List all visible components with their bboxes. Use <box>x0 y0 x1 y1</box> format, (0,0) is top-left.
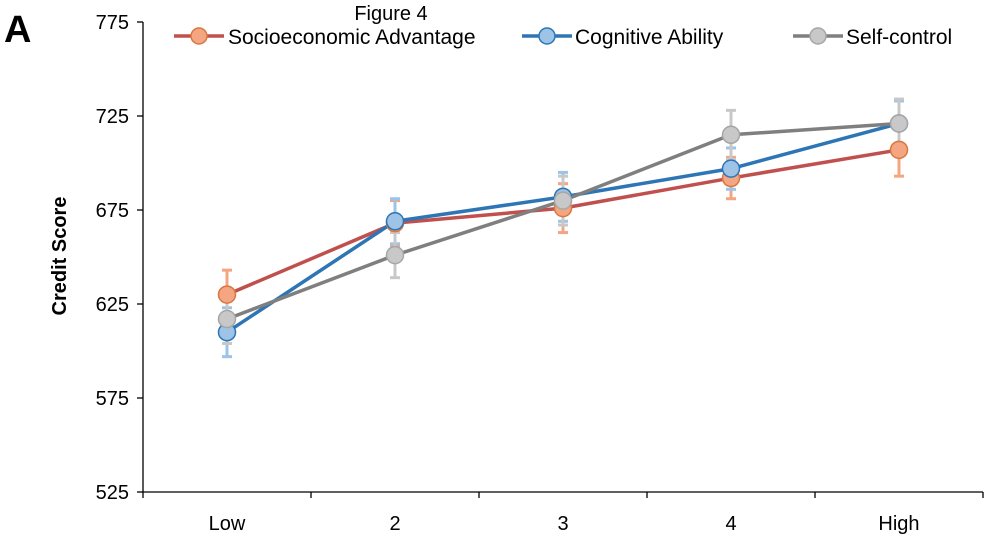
y-tick-label: 675 <box>96 200 129 222</box>
legend-marker <box>190 27 208 45</box>
y-tick-label: 575 <box>96 388 129 410</box>
data-point <box>721 159 741 178</box>
legend-item: Socioeconomic Advantage <box>174 26 476 49</box>
legend: Socioeconomic Advantage Cognitive Ability… <box>174 26 952 49</box>
data-point <box>721 125 741 145</box>
y-tick-label: 525 <box>96 482 129 504</box>
series-markers <box>217 114 909 342</box>
legend-marker <box>538 27 556 45</box>
y-tick-label: 775 <box>96 12 129 34</box>
error-bars <box>222 97 904 359</box>
data-point <box>553 191 573 210</box>
legend-item: Self-control <box>793 26 952 49</box>
legend-item: Cognitive Ability <box>522 26 724 49</box>
chart-title: Figure 4 <box>354 3 427 25</box>
y-axis-title: Credit Score <box>49 197 71 316</box>
data-point <box>889 114 909 133</box>
x-tick-label: Low <box>209 513 246 535</box>
x-axis-ticks: Low 2 3 4 High <box>142 492 984 535</box>
x-tick-label: High <box>878 513 919 535</box>
x-tick-label: 2 <box>389 513 400 535</box>
legend-label: Self-control <box>846 26 952 49</box>
data-point <box>889 140 909 160</box>
panel-label: A <box>4 9 31 51</box>
data-point <box>217 309 237 329</box>
y-tick-label: 625 <box>96 294 129 316</box>
x-tick-label: 3 <box>557 513 568 535</box>
legend-label: Socioeconomic Advantage <box>228 26 476 49</box>
x-tick-label: 4 <box>725 513 736 535</box>
data-point <box>385 245 405 265</box>
legend-label: Cognitive Ability <box>575 26 724 49</box>
legend-marker <box>809 27 827 45</box>
data-point <box>385 212 405 231</box>
y-axis-ticks: 525 575 625 675 725 775 <box>96 12 143 504</box>
data-point <box>217 285 237 304</box>
y-tick-label: 725 <box>96 106 129 128</box>
axes <box>142 22 983 493</box>
